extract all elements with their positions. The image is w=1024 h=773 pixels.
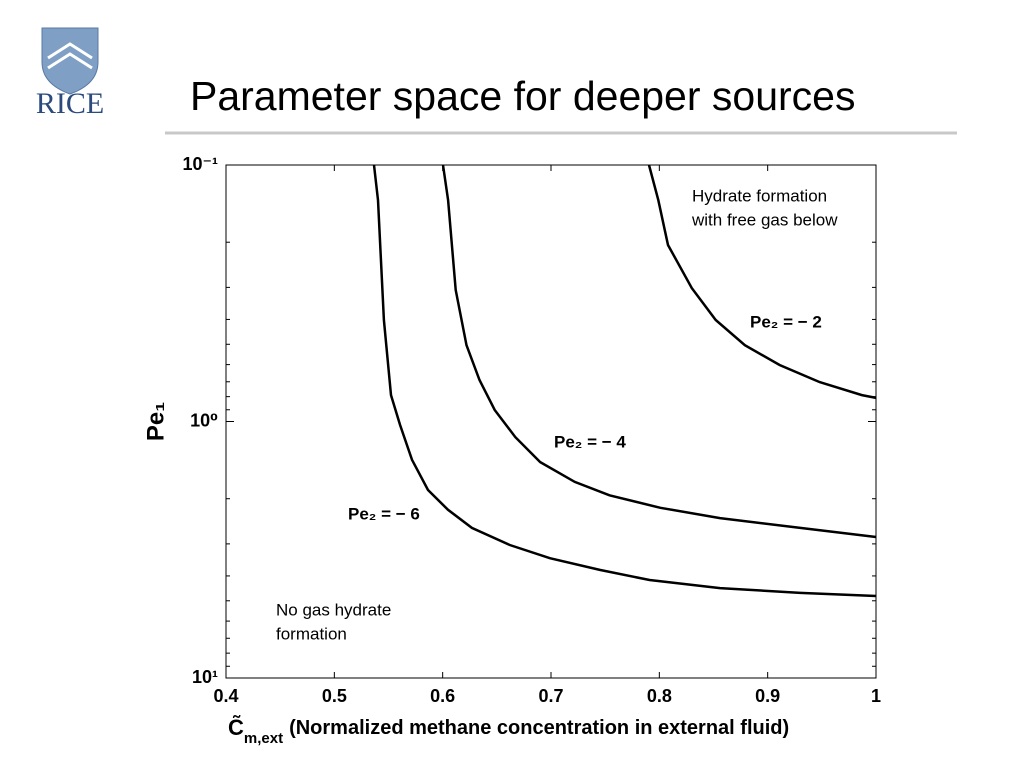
curve-label: Pe₂ = − 4: [554, 432, 626, 451]
x-axis-text: (Normalized methane concentration in ext…: [289, 717, 789, 739]
y-tick-label: 10¹: [192, 667, 218, 687]
logo-chevron: [47, 42, 93, 70]
x-axis-label: C̃m,ext (Normalized methane concentration…: [228, 715, 789, 747]
slide-title: Parameter space for deeper sources: [190, 73, 855, 119]
x-tick-label: 0.9: [755, 686, 780, 706]
y-axis-label: Pe₁: [142, 402, 169, 441]
curve-label: Pe₂ = − 6: [348, 504, 420, 523]
x-tick-label: 0.6: [430, 686, 455, 706]
region-annotation: with free gas below: [691, 210, 838, 229]
x-tick-label: 0.8: [647, 686, 672, 706]
x-axis-subscript: m,ext: [244, 730, 283, 747]
logo-text: RICE: [36, 87, 104, 120]
x-tick-label: 0.4: [213, 686, 238, 706]
region-annotation: formation: [276, 624, 347, 643]
region-annotation: No gas hydrate: [276, 600, 391, 619]
curve: [441, 164, 877, 539]
region-annotation: Hydrate formation: [692, 186, 827, 205]
curve: [647, 164, 877, 400]
logo: RICE: [36, 27, 104, 120]
curve-label: Pe₂ = − 2: [750, 312, 822, 331]
x-axis-symbol: C̃: [228, 715, 244, 740]
plot-frame: [225, 164, 877, 679]
x-tick-label: 0.7: [538, 686, 563, 706]
x-tick-label: 1: [871, 686, 881, 706]
logo-shield: [41, 27, 99, 95]
x-tick-label: 0.5: [322, 686, 347, 706]
y-tick-label: 10⁰: [190, 410, 218, 430]
y-tick-label: 10⁻¹: [182, 154, 218, 174]
curve: [372, 164, 877, 598]
